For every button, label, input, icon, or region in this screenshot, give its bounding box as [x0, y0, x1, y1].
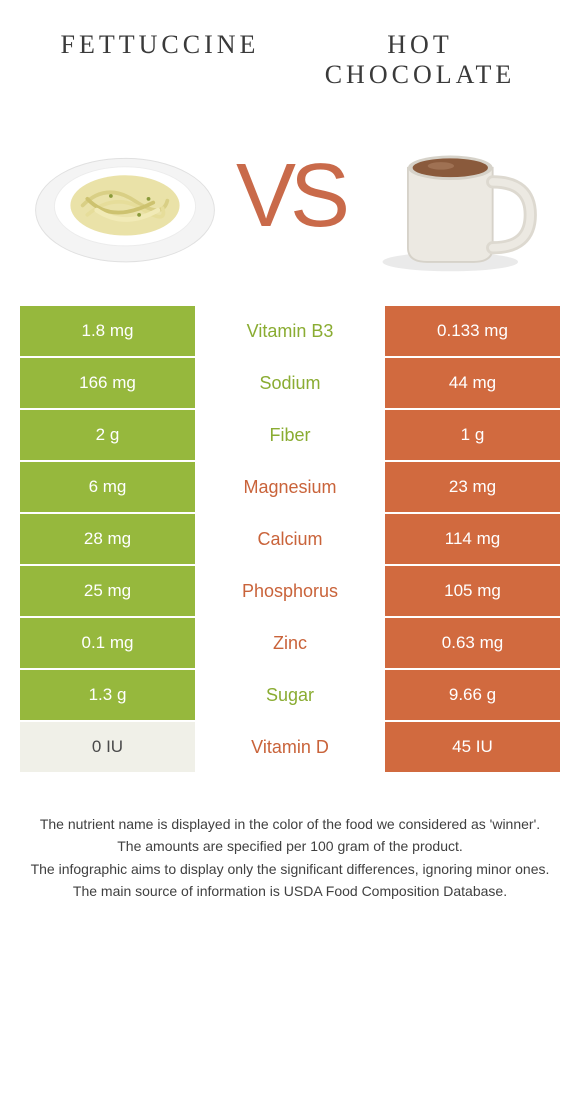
fettuccine-image — [30, 116, 220, 276]
value-right: 23 mg — [385, 462, 560, 512]
value-left: 2 g — [20, 410, 195, 460]
value-left: 28 mg — [20, 514, 195, 564]
value-right: 9.66 g — [385, 670, 560, 720]
value-left: 0.1 mg — [20, 618, 195, 668]
table-row: 1.3 gSugar9.66 g — [20, 670, 560, 722]
value-right: 114 mg — [385, 514, 560, 564]
nutrient-label: Sugar — [195, 670, 385, 720]
nutrient-label: Calcium — [195, 514, 385, 564]
nutrient-label: Vitamin D — [195, 722, 385, 772]
table-row: 1.8 mgVitamin B30.133 mg — [20, 306, 560, 358]
nutrient-label: Vitamin B3 — [195, 306, 385, 356]
value-right: 44 mg — [385, 358, 560, 408]
nutrient-label: Phosphorus — [195, 566, 385, 616]
nutrient-label: Fiber — [195, 410, 385, 460]
title-left: FETTUCCINE — [30, 30, 290, 90]
vs-label: VS — [236, 145, 344, 248]
value-right: 0.133 mg — [385, 306, 560, 356]
value-right: 45 IU — [385, 722, 560, 772]
footnote-line: The amounts are specified per 100 gram o… — [26, 836, 554, 856]
nutrient-label: Magnesium — [195, 462, 385, 512]
value-left: 166 mg — [20, 358, 195, 408]
value-right: 105 mg — [385, 566, 560, 616]
title-right: HOT CHOCOLATE — [290, 30, 550, 90]
table-row: 166 mgSodium44 mg — [20, 358, 560, 410]
footnotes: The nutrient name is displayed in the co… — [20, 814, 560, 903]
table-row: 6 mgMagnesium23 mg — [20, 462, 560, 514]
footnote-line: The infographic aims to display only the… — [26, 859, 554, 879]
comparison-table: 1.8 mgVitamin B30.133 mg166 mgSodium44 m… — [20, 306, 560, 774]
footnote-line: The main source of information is USDA F… — [26, 881, 554, 901]
table-row: 0 IUVitamin D45 IU — [20, 722, 560, 774]
table-row: 2 gFiber1 g — [20, 410, 560, 462]
footnote-line: The nutrient name is displayed in the co… — [26, 814, 554, 834]
hero-row: VS — [20, 116, 560, 306]
value-left: 0 IU — [20, 722, 195, 772]
table-row: 25 mgPhosphorus105 mg — [20, 566, 560, 618]
value-right: 1 g — [385, 410, 560, 460]
hot-chocolate-image — [360, 116, 550, 276]
table-row: 0.1 mgZinc0.63 mg — [20, 618, 560, 670]
nutrient-label: Zinc — [195, 618, 385, 668]
value-right: 0.63 mg — [385, 618, 560, 668]
value-left: 1.8 mg — [20, 306, 195, 356]
nutrient-label: Sodium — [195, 358, 385, 408]
value-left: 6 mg — [20, 462, 195, 512]
titles-row: FETTUCCINE HOT CHOCOLATE — [20, 30, 560, 90]
value-left: 1.3 g — [20, 670, 195, 720]
table-row: 28 mgCalcium114 mg — [20, 514, 560, 566]
value-left: 25 mg — [20, 566, 195, 616]
